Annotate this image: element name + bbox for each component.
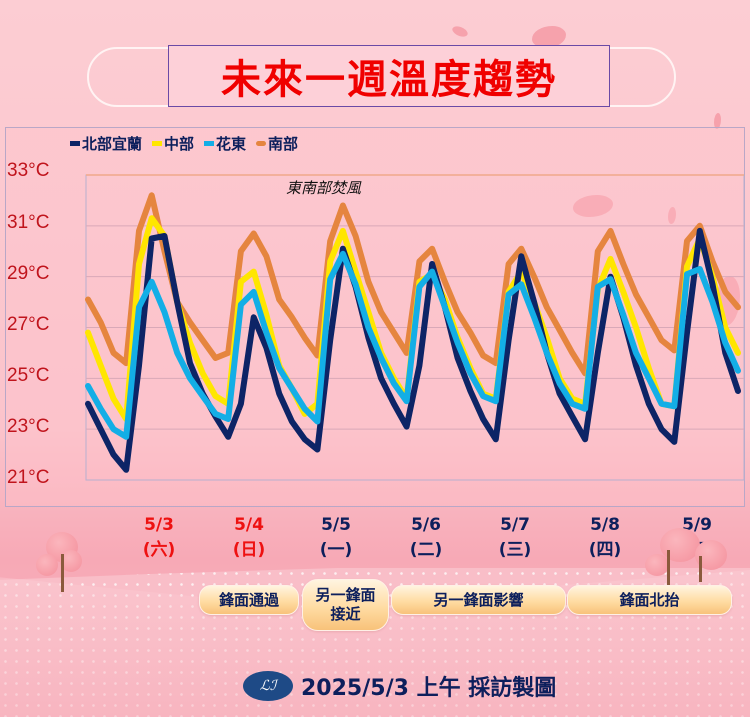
series-line-2 [85, 250, 741, 440]
day-date: 5/5 [321, 515, 351, 535]
petal-decoration [714, 113, 721, 129]
phase-label-line1: 另一鋒面 [315, 586, 376, 604]
y-tick-label: 21°C [7, 467, 50, 488]
day-weekday: (四) [588, 540, 622, 560]
petal-decoration [668, 207, 676, 224]
tree-decoration [36, 532, 91, 592]
day-label: 5/5 (一) [306, 513, 366, 563]
petal-decoration [532, 26, 566, 48]
y-tick-label: 29°C [7, 263, 50, 284]
phase-label: 另一鋒面影響 [433, 590, 524, 609]
chart-series [85, 192, 741, 473]
phase-front-moving-north: 鋒面北抬 [567, 585, 732, 615]
footer-credit: 2025/5/3 上午 採訪製圖 [301, 676, 557, 701]
day-weekday: (二) [409, 540, 443, 560]
day-label: 5/4 (日) [219, 513, 279, 563]
day-label: 5/6 (二) [396, 513, 456, 563]
day-date: 5/8 [590, 515, 620, 535]
phase-another-front-influence: 另一鋒面影響 [391, 585, 566, 615]
y-tick-label: 23°C [7, 416, 50, 437]
legend-swatch [256, 141, 267, 146]
day-weekday: (六) [142, 540, 176, 560]
legend-item-central: 中部 [152, 133, 194, 154]
legend-label: 花東 [216, 135, 247, 153]
day-label: 5/3 (六) [129, 513, 189, 563]
day-weekday: (一) [319, 540, 353, 560]
phase-label-line2: 接近 [330, 605, 361, 623]
day-weekday: (三) [498, 540, 532, 560]
news-logo-icon: ℒℐ [243, 671, 293, 701]
legend-swatch [70, 141, 80, 146]
foehn-annotation: 東南部焚風 [286, 179, 362, 197]
y-tick-label: 31°C [7, 212, 50, 233]
y-tick-label: 33°C [7, 160, 50, 181]
legend-item-south: 南部 [256, 133, 298, 154]
day-label: 5/7 (三) [485, 513, 545, 563]
legend-label: 北部宜蘭 [82, 135, 143, 153]
title-box: 未來一週溫度趨勢 [168, 45, 610, 107]
legend-item-north: 北部宜蘭 [70, 133, 142, 154]
phase-another-front-approaching: 另一鋒面 接近 [302, 579, 389, 631]
phase-front-passing: 鋒面通過 [199, 585, 299, 615]
day-label: 5/8 (四) [575, 513, 635, 563]
phase-label: 鋒面通過 [218, 590, 279, 609]
day-weekday: (日) [232, 540, 266, 560]
legend-label: 南部 [268, 135, 299, 153]
y-tick-label: 27°C [7, 314, 50, 335]
legend-label: 中部 [164, 135, 195, 153]
chart-legend: 北部宜蘭 中部 花東 南部 [70, 133, 298, 154]
petal-decoration [573, 195, 613, 217]
phase-label: 鋒面北抬 [619, 590, 680, 609]
tree-decoration [645, 528, 730, 590]
day-date: 5/4 [234, 515, 264, 535]
y-tick-label: 25°C [7, 365, 50, 386]
series-line-3 [85, 192, 741, 377]
legend-swatch [152, 141, 163, 146]
day-date: 5/7 [500, 515, 530, 535]
footer: ℒℐ 2025/5/3 上午 採訪製圖 [243, 670, 556, 702]
day-date: 5/3 [144, 515, 174, 535]
legend-swatch [204, 141, 215, 146]
legend-item-east: 花東 [204, 133, 246, 154]
day-date: 5/6 [411, 515, 441, 535]
page-title: 未來一週溫度趨勢 [221, 57, 557, 103]
